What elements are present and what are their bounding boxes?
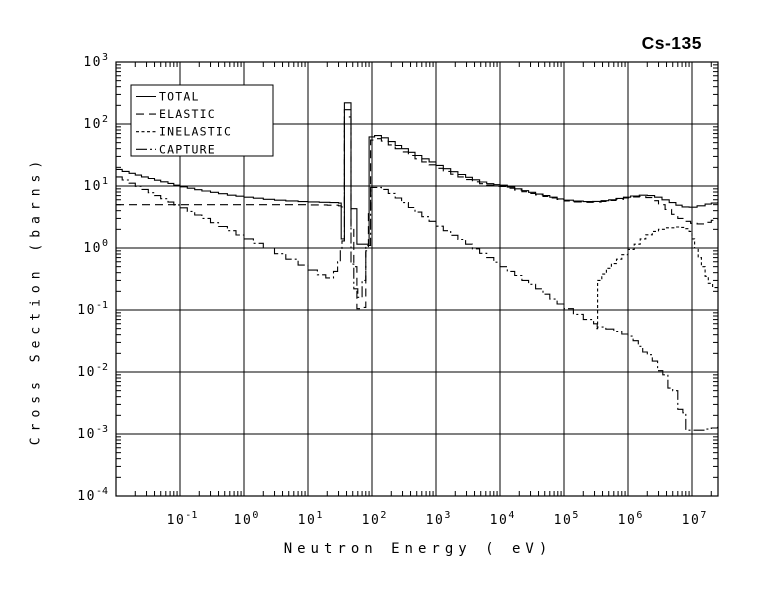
legend-item-inelastic: INELASTIC bbox=[136, 125, 232, 139]
x-tick-label: 101 bbox=[298, 510, 323, 528]
curve-inelastic bbox=[596, 226, 718, 330]
y-tick-label: 100 bbox=[83, 238, 108, 256]
gridlines bbox=[116, 62, 718, 496]
y-tick-label: 102 bbox=[83, 114, 108, 132]
y-tick-label: 103 bbox=[83, 52, 108, 70]
y-tick-labels: 103 102 101 100 10-1 10-2 10-3 10-4 bbox=[77, 52, 108, 504]
legend-item-elastic: ELASTIC bbox=[136, 107, 216, 121]
curves bbox=[116, 102, 718, 431]
legend-label: ELASTIC bbox=[159, 107, 216, 121]
x-tick-label: 100 bbox=[234, 510, 259, 528]
legend-item-total: TOTAL bbox=[136, 90, 200, 104]
legend-label: TOTAL bbox=[159, 90, 200, 104]
x-tick-label: 102 bbox=[362, 510, 387, 528]
x-tick-label: 105 bbox=[554, 510, 579, 528]
y-axis-title: Cross Section (barns) bbox=[28, 154, 44, 446]
x-tick-labels: 10-1 100 101 102 103 104 105 106 107 bbox=[167, 510, 707, 528]
y-tick-label: 101 bbox=[83, 176, 108, 194]
chart-title: Cs-135 bbox=[641, 33, 702, 53]
legend-item-capture: CAPTURE bbox=[136, 142, 216, 156]
legend-label: CAPTURE bbox=[159, 142, 216, 156]
legend: TOTAL ELASTIC INELASTIC CAPTURE bbox=[130, 84, 274, 157]
y-tick-label: 10-1 bbox=[77, 300, 108, 318]
axis-ticks bbox=[116, 61, 718, 497]
x-tick-label: 10-1 bbox=[167, 510, 198, 528]
legend-label: INELASTIC bbox=[159, 125, 232, 139]
curve-capture bbox=[116, 109, 718, 431]
x-tick-label: 107 bbox=[682, 510, 707, 528]
y-tick-label: 10-2 bbox=[77, 362, 108, 380]
y-tick-label: 10-4 bbox=[77, 486, 108, 504]
x-tick-label: 104 bbox=[490, 510, 515, 528]
x-tick-label: 103 bbox=[426, 510, 451, 528]
x-axis-title: Neutron Energy ( eV) bbox=[283, 541, 553, 557]
y-tick-label: 10-3 bbox=[77, 424, 108, 442]
x-tick-label: 106 bbox=[618, 510, 643, 528]
plot-border bbox=[115, 61, 719, 497]
